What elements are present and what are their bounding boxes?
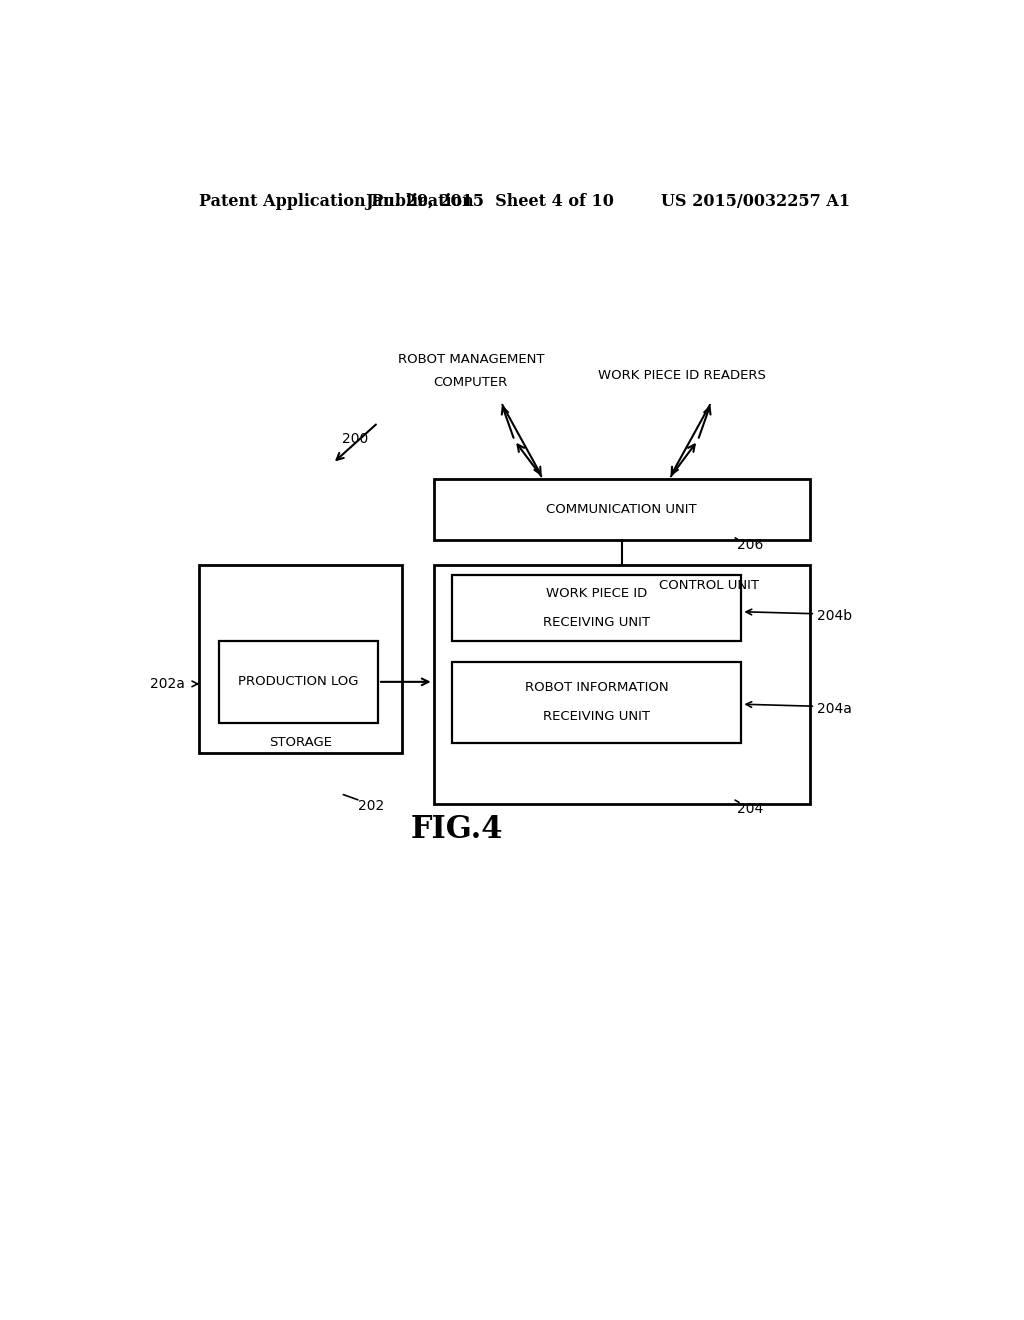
Text: 204a: 204a bbox=[817, 702, 852, 717]
Text: FIG.4: FIG.4 bbox=[411, 813, 504, 845]
Text: Jan. 29, 2015  Sheet 4 of 10: Jan. 29, 2015 Sheet 4 of 10 bbox=[365, 193, 613, 210]
Bar bbox=[452, 576, 741, 642]
Bar bbox=[452, 661, 741, 743]
Bar bbox=[433, 479, 811, 540]
Text: WORK PIECE ID READERS: WORK PIECE ID READERS bbox=[598, 370, 766, 383]
Text: 200: 200 bbox=[342, 432, 369, 446]
Text: RECEIVING UNIT: RECEIVING UNIT bbox=[543, 710, 650, 723]
Bar bbox=[200, 565, 401, 752]
Bar bbox=[433, 565, 811, 804]
Text: 204: 204 bbox=[737, 801, 764, 816]
Text: 206: 206 bbox=[737, 537, 764, 552]
Text: 204b: 204b bbox=[817, 609, 852, 623]
Text: PRODUCTION LOG: PRODUCTION LOG bbox=[239, 676, 358, 688]
Text: STORAGE: STORAGE bbox=[269, 737, 333, 750]
Text: RECEIVING UNIT: RECEIVING UNIT bbox=[543, 616, 650, 628]
Text: 202: 202 bbox=[358, 799, 384, 813]
Text: COMMUNICATION UNIT: COMMUNICATION UNIT bbox=[547, 503, 697, 516]
Bar bbox=[219, 642, 378, 722]
Text: US 2015/0032257 A1: US 2015/0032257 A1 bbox=[662, 193, 850, 210]
Text: ROBOT MANAGEMENT: ROBOT MANAGEMENT bbox=[397, 354, 544, 366]
Text: COMPUTER: COMPUTER bbox=[434, 375, 508, 388]
Text: Patent Application Publication: Patent Application Publication bbox=[200, 193, 474, 210]
Text: 202a: 202a bbox=[151, 677, 185, 690]
Text: CONTROL UNIT: CONTROL UNIT bbox=[658, 578, 759, 591]
Text: WORK PIECE ID: WORK PIECE ID bbox=[546, 587, 647, 601]
Text: ROBOT INFORMATION: ROBOT INFORMATION bbox=[525, 681, 669, 694]
